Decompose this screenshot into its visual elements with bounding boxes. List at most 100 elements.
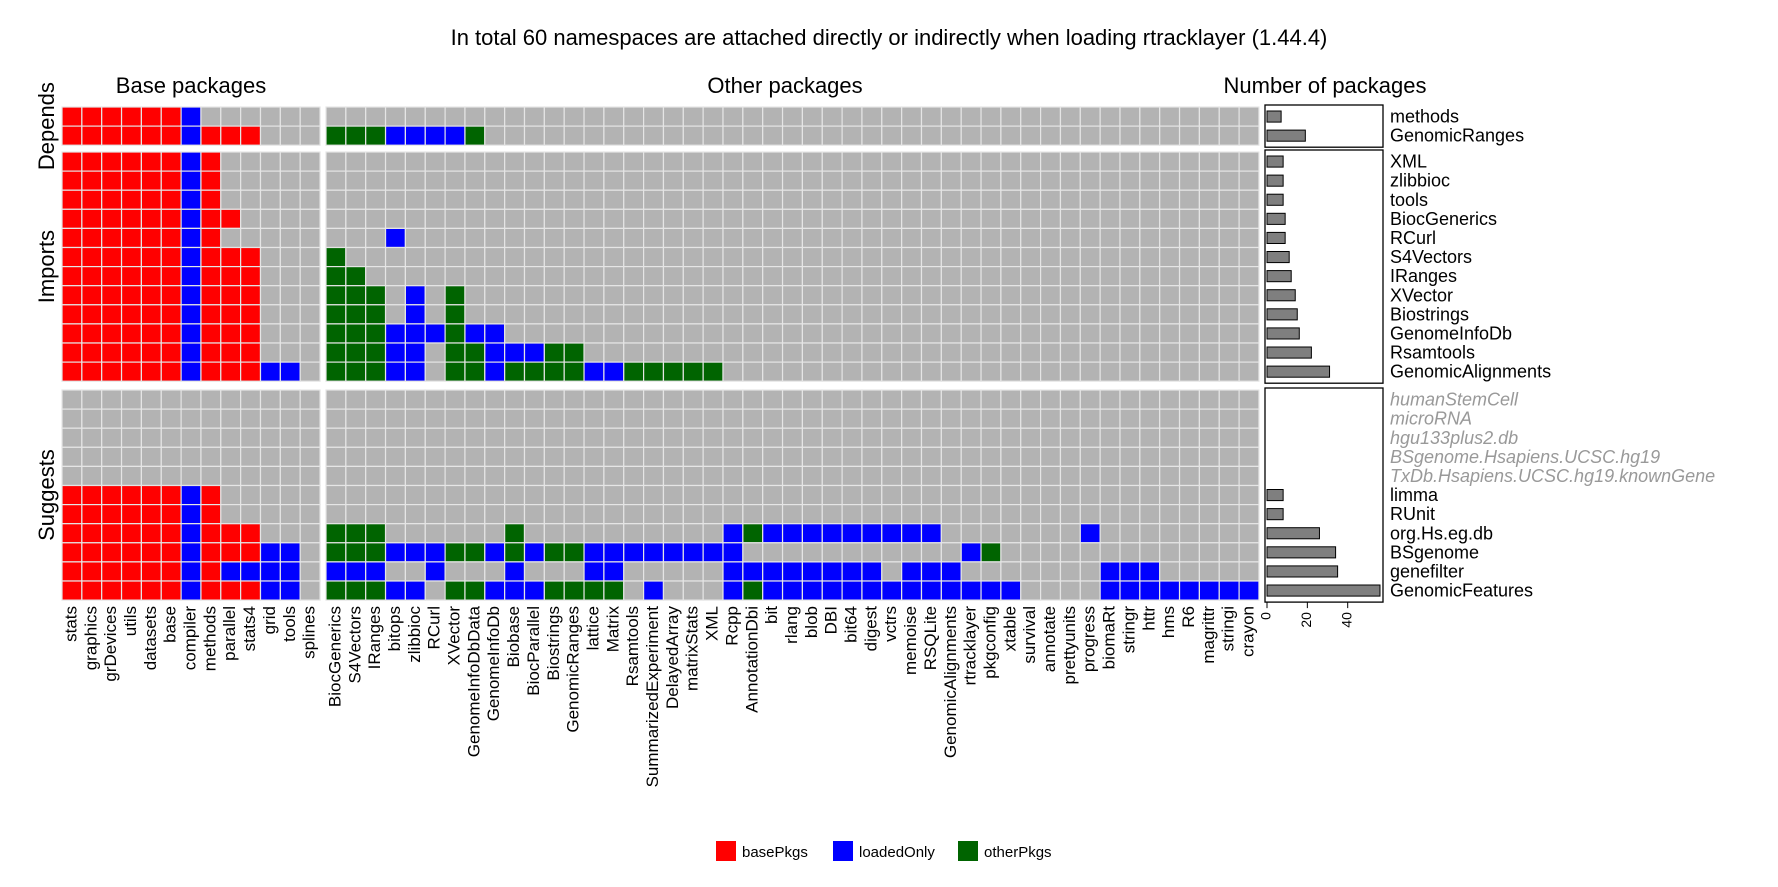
heatmap-cell — [940, 208, 962, 230]
heatmap-cell — [279, 304, 301, 325]
heatmap-cell — [81, 408, 103, 429]
heatmap-cell — [1039, 208, 1062, 230]
heatmap-cell — [821, 465, 843, 487]
heatmap-cell — [325, 361, 347, 382]
heatmap-cell — [543, 342, 565, 363]
heatmap-cell — [762, 580, 784, 601]
heatmap-cell — [200, 246, 222, 268]
heatmap-cell — [424, 504, 446, 525]
heatmap-cell — [1119, 304, 1141, 325]
heatmap-cell — [762, 484, 784, 506]
column-label: tools — [280, 606, 299, 642]
heatmap-cell — [1039, 342, 1062, 363]
heatmap-cell — [220, 266, 242, 287]
heatmap-cell — [384, 189, 406, 210]
heatmap-cell — [603, 304, 625, 325]
heatmap-cell — [365, 389, 387, 410]
heatmap-cell — [583, 361, 605, 382]
heatmap-cell — [742, 465, 764, 487]
heatmap-cell — [1059, 465, 1081, 487]
heatmap-cell — [1000, 170, 1022, 191]
heatmap-cell — [781, 561, 803, 582]
heatmap-cell — [781, 523, 803, 544]
heatmap-cell — [1159, 227, 1181, 249]
heatmap-cell — [1039, 304, 1062, 325]
heatmap-cell — [662, 189, 684, 210]
heatmap-cell — [200, 561, 222, 582]
heatmap-cell — [642, 361, 665, 382]
heatmap-cell — [1039, 542, 1062, 563]
heatmap-cell — [220, 189, 242, 210]
heatmap-cell — [1218, 208, 1240, 230]
heatmap-cell — [345, 106, 367, 127]
heatmap-cell — [180, 151, 202, 172]
heatmap-cell — [1000, 484, 1022, 506]
heatmap-cell — [345, 266, 367, 287]
heatmap-cell — [623, 170, 645, 191]
heatmap-cell — [504, 361, 526, 382]
heatmap-cell — [682, 523, 704, 544]
heatmap-cell — [61, 106, 83, 127]
heatmap-cell — [1159, 208, 1181, 230]
heatmap-cell — [1039, 446, 1062, 467]
heatmap-cell — [61, 151, 83, 172]
heatmap-cell — [1198, 542, 1220, 563]
heatmap-cell — [762, 408, 784, 429]
heatmap-cell — [424, 170, 446, 191]
heatmap-cell — [180, 189, 202, 210]
heatmap-cell — [523, 580, 545, 601]
heatmap-cell — [1099, 266, 1121, 287]
heatmap-cell — [801, 408, 823, 429]
heatmap-cell — [523, 484, 545, 506]
heatmap-cell — [140, 106, 162, 127]
panel-title-count: Number of packages — [1224, 73, 1427, 98]
heatmap-cell — [960, 227, 982, 249]
heatmap-cell — [279, 361, 301, 382]
heatmap-cell — [563, 542, 585, 563]
heatmap-cell — [623, 361, 645, 382]
heatmap-cell — [464, 580, 486, 601]
heatmap-cell — [662, 106, 684, 127]
heatmap-cell — [881, 227, 903, 249]
heatmap-cell — [682, 227, 704, 249]
heatmap-cell — [1218, 125, 1240, 146]
heatmap-cell — [920, 389, 942, 410]
heatmap-cell — [980, 408, 1002, 429]
heatmap-cell — [583, 446, 605, 467]
heatmap-cell — [1139, 408, 1161, 429]
heatmap-cell — [940, 304, 962, 325]
heatmap-cell — [1059, 106, 1081, 127]
heatmap-cell — [120, 389, 143, 410]
heatmap-cell — [1020, 170, 1042, 191]
heatmap-cell — [61, 285, 83, 306]
heatmap-cell — [140, 504, 162, 525]
heatmap-cell — [504, 427, 526, 448]
heatmap-cell — [1218, 361, 1240, 382]
heatmap-cell — [563, 125, 585, 146]
heatmap-cell — [424, 106, 446, 127]
panel-title-base: Base packages — [116, 73, 266, 98]
heatmap-cell — [841, 542, 863, 563]
heatmap-cell — [1198, 561, 1220, 582]
heatmap-cell — [603, 208, 625, 230]
heatmap-cell — [662, 361, 684, 382]
heatmap-cell — [662, 580, 684, 601]
heatmap-cell — [543, 446, 565, 467]
heatmap-cell — [603, 227, 625, 249]
heatmap-cell — [384, 580, 406, 601]
heatmap-cell — [325, 580, 347, 601]
heatmap-cell — [279, 125, 301, 146]
heatmap-cell — [603, 542, 625, 563]
heatmap-cell — [240, 408, 262, 429]
heatmap-cell — [940, 542, 962, 563]
heatmap-cell — [920, 208, 942, 230]
heatmap-cell — [881, 465, 903, 487]
heatmap-cell — [523, 504, 545, 525]
heatmap-cell — [821, 580, 843, 601]
heatmap-cell — [722, 427, 744, 448]
heatmap-cell — [702, 106, 724, 127]
heatmap-cell — [424, 285, 446, 306]
heatmap-cell — [325, 523, 347, 544]
heatmap-cell — [901, 151, 923, 172]
heatmap-cell — [781, 484, 803, 506]
